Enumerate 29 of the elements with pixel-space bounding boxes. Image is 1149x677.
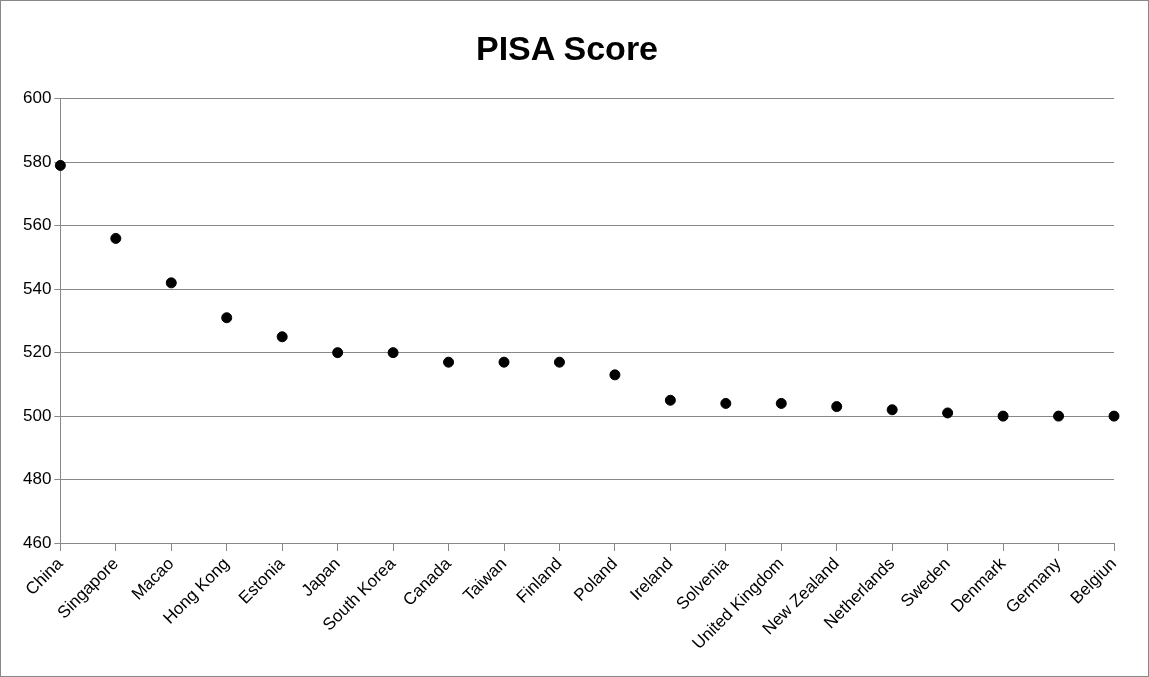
point [720,397,732,409]
point [997,410,1009,422]
y-tick-label: 560 [22,215,52,235]
point [1108,410,1120,422]
y-tick-label: 500 [22,405,52,425]
point [165,277,177,289]
point [553,356,565,368]
y-tick-label: 460 [22,532,52,552]
y-tick-label: 480 [22,469,52,489]
point [831,401,843,413]
point [443,356,455,368]
y-tick-label: 600 [22,88,52,108]
point [387,347,399,359]
point [942,407,954,419]
chart-title: PISA Score [475,28,659,67]
point [332,347,344,359]
point [54,159,66,171]
y-tick-label: 580 [22,151,52,171]
point [1053,410,1065,422]
point [886,404,898,416]
point [221,312,233,324]
y-tick-label: 540 [22,278,52,298]
point [110,232,122,244]
point [664,394,676,406]
y-tick-label: 520 [22,342,52,362]
point [609,369,621,381]
point [498,356,510,368]
point [276,331,288,343]
point [775,397,787,409]
